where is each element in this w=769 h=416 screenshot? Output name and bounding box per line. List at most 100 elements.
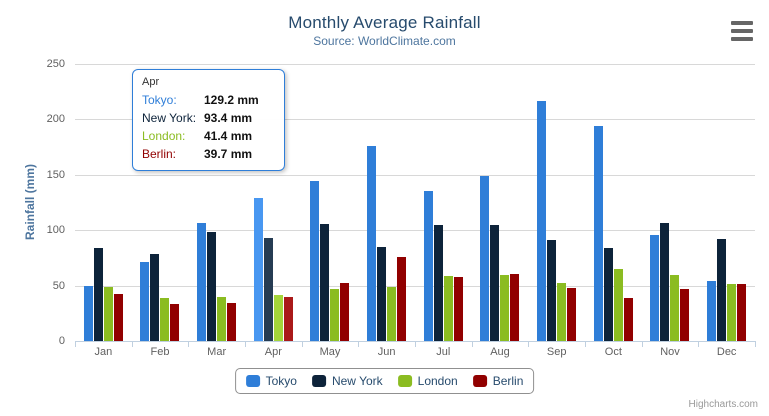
bar-new-york-aug[interactable] (490, 225, 500, 341)
bar-berlin-jun[interactable] (397, 257, 407, 341)
bar-berlin-mar[interactable] (227, 302, 237, 341)
x-tick-label: Nov (660, 346, 680, 358)
x-tick (301, 341, 303, 347)
bar-london-apr[interactable] (273, 295, 283, 341)
bar-tokyo-oct[interactable] (593, 125, 603, 341)
gridline (75, 64, 755, 65)
tooltip-row: Berlin: 39.7 mm (142, 145, 275, 163)
x-tick-label: Dec (716, 346, 737, 358)
bar-berlin-dec[interactable] (737, 284, 747, 341)
legend-symbol (245, 375, 260, 387)
x-tick (585, 341, 586, 347)
bar-berlin-may[interactable] (340, 282, 350, 341)
x-tick (75, 341, 76, 347)
x-tick (131, 341, 133, 347)
bar-berlin-nov[interactable] (680, 289, 690, 341)
legend-item-label: New York (331, 374, 383, 388)
chart-subtitle: Source: WorldClimate.com (313, 34, 456, 48)
bar-group-jun (358, 64, 415, 341)
x-tick (528, 341, 530, 347)
bar-group-jul (415, 64, 472, 341)
bar-new-york-apr[interactable] (263, 237, 273, 341)
bar-london-mar[interactable] (217, 297, 227, 341)
tooltip-series-label: Tokyo: (142, 93, 177, 107)
tooltip-series-label: New York: (142, 111, 197, 125)
bar-new-york-oct[interactable] (603, 248, 613, 341)
tooltip-header: Apr (142, 76, 160, 88)
x-tick (188, 341, 190, 347)
bar-london-oct[interactable] (613, 268, 623, 341)
bar-london-aug[interactable] (500, 274, 510, 341)
tooltip-row: London: 41.4 mm (142, 127, 275, 145)
bar-london-jan[interactable] (103, 286, 113, 341)
bar-tokyo-dec[interactable] (707, 280, 717, 341)
bar-tokyo-may[interactable] (310, 181, 320, 341)
bar-group-sep (528, 64, 585, 341)
bar-berlin-feb[interactable] (170, 304, 180, 341)
bar-berlin-jan[interactable] (113, 294, 123, 341)
bar-tokyo-jan[interactable] (83, 285, 93, 341)
bar-tokyo-jun[interactable] (367, 146, 377, 341)
x-tick-label: Oct (604, 346, 622, 358)
bar-tokyo-apr[interactable] (253, 197, 263, 341)
bar-berlin-apr[interactable] (283, 297, 293, 341)
legend-item-label: London (417, 374, 458, 388)
x-tick (641, 341, 643, 347)
x-tick (415, 341, 416, 347)
legend-item-new-york[interactable]: New York (311, 374, 383, 388)
x-tick-label: Feb (150, 346, 170, 358)
x-tick-label: Jun (377, 346, 396, 358)
hamburger-bar (731, 29, 753, 33)
bar-berlin-oct[interactable] (623, 297, 633, 341)
bar-new-york-feb[interactable] (150, 253, 160, 341)
bar-new-york-jun[interactable] (377, 247, 387, 341)
bar-new-york-jan[interactable] (93, 248, 103, 341)
y-tick-label: 250 (46, 58, 65, 70)
legend-item-london[interactable]: London (397, 374, 458, 388)
bar-london-jun[interactable] (387, 287, 397, 341)
bar-tokyo-jul[interactable] (423, 190, 433, 341)
tooltip-series-value: 93.4 mm (204, 111, 253, 125)
gridline (75, 285, 755, 287)
bar-new-york-sep[interactable] (547, 239, 557, 341)
bar-new-york-dec[interactable] (717, 238, 727, 341)
tooltip-series-value: 39.7 mm (204, 147, 253, 161)
legend-item-berlin[interactable]: Berlin (472, 374, 523, 388)
bar-tokyo-mar[interactable] (197, 223, 207, 341)
x-tick (755, 341, 756, 347)
x-tick-label: Aug (490, 346, 510, 358)
gridline (75, 230, 755, 232)
bar-london-nov[interactable] (670, 275, 680, 341)
bar-group-mar (188, 64, 245, 341)
bar-new-york-may[interactable] (320, 223, 330, 341)
legend-item-tokyo[interactable]: Tokyo (245, 374, 297, 388)
legend-symbol (397, 375, 412, 387)
bar-berlin-jul[interactable] (453, 277, 463, 341)
gridline (75, 174, 755, 176)
bar-london-jul[interactable] (443, 275, 453, 341)
bar-new-york-mar[interactable] (207, 231, 217, 341)
tooltip-row: New York: 93.4 mm (142, 109, 275, 127)
bar-group-dec (698, 64, 755, 341)
x-tick-label: Jan (94, 346, 113, 358)
y-tick-label: 150 (46, 168, 65, 181)
bar-london-sep[interactable] (557, 282, 567, 341)
bar-berlin-aug[interactable] (510, 274, 520, 341)
x-tick-label: May (319, 346, 341, 358)
bar-london-feb[interactable] (160, 298, 170, 341)
bar-london-may[interactable] (330, 288, 340, 341)
bar-tokyo-sep[interactable] (537, 101, 547, 341)
legend-symbol (472, 375, 487, 387)
bar-new-york-jul[interactable] (433, 224, 443, 341)
hamburger-bar (731, 37, 753, 41)
legend: Tokyo New York London Berlin (234, 368, 535, 394)
bar-tokyo-feb[interactable] (140, 261, 150, 341)
bar-new-york-nov[interactable] (660, 222, 670, 341)
bar-tokyo-nov[interactable] (650, 235, 660, 341)
x-tick (471, 341, 473, 347)
hamburger-menu-icon[interactable] (731, 21, 753, 41)
bar-london-dec[interactable] (727, 284, 737, 341)
bar-tokyo-aug[interactable] (480, 176, 490, 341)
bar-berlin-sep[interactable] (567, 288, 577, 341)
credits-link[interactable]: Highcharts.com (688, 399, 758, 410)
